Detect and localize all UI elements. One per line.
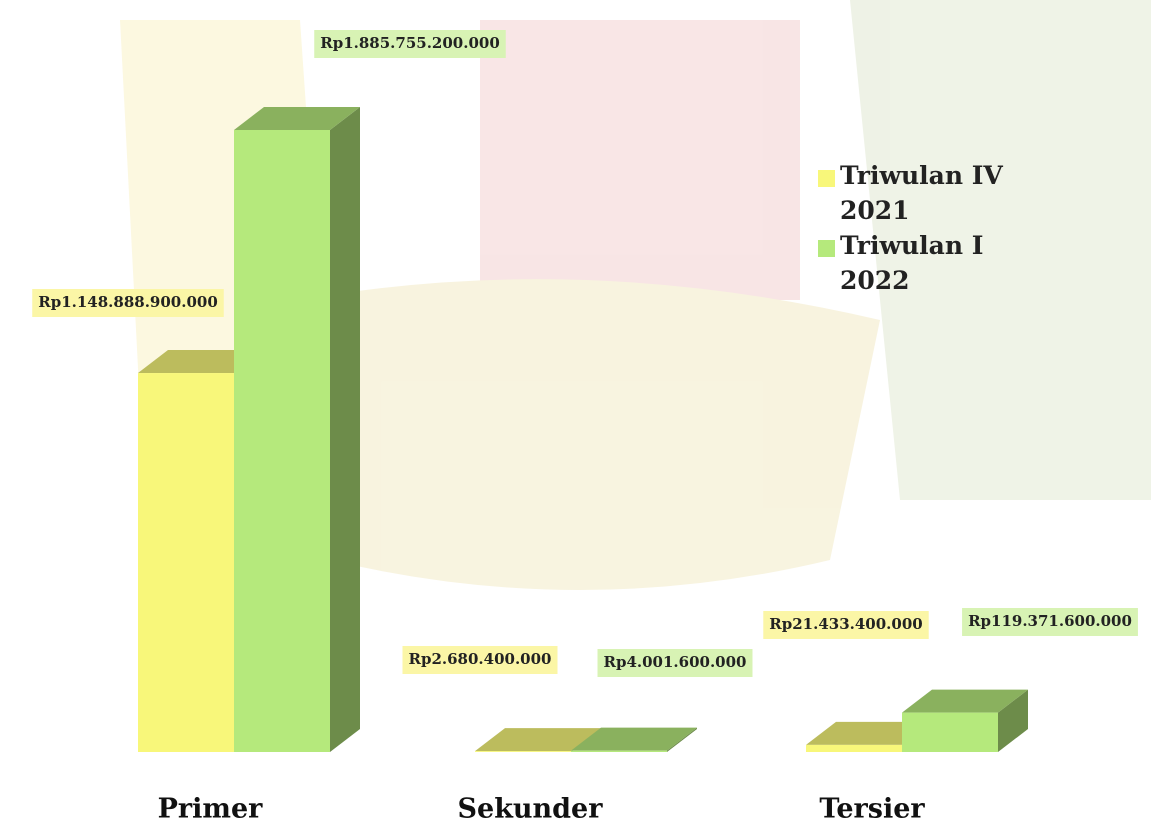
value-label: Rp1.885.755.200.000 — [320, 34, 500, 52]
bar-side — [330, 107, 360, 752]
legend-item: Triwulan IV 2021 — [818, 158, 1033, 228]
bar-front — [571, 751, 667, 752]
chart: Primer Rp1.148.888.900.000 Rp1.885.755.200… — [0, 0, 1151, 823]
bar-front — [806, 745, 902, 752]
value-label: Rp119.371.600.000 — [968, 612, 1132, 630]
legend-swatch — [818, 170, 835, 187]
value-label: Rp4.001.600.000 — [604, 653, 747, 671]
x-tick-label: Tersier — [819, 794, 925, 823]
legend-label: Triwulan I 2022 — [840, 231, 983, 295]
bar — [902, 690, 1028, 752]
legend-item: Triwulan I 2022 — [818, 228, 1033, 298]
page: Primer Rp1.148.888.900.000 Rp1.885.755.200… — [0, 0, 1151, 823]
bar-front — [902, 713, 998, 752]
bar-front — [475, 751, 571, 752]
x-tick-label: Primer — [158, 794, 264, 823]
value-label: Rp1.148.888.900.000 — [38, 293, 218, 311]
legend-swatch — [818, 240, 835, 257]
value-label: Rp21.433.400.000 — [769, 615, 922, 633]
bar-front — [138, 373, 234, 752]
x-tick-label: Sekunder — [458, 794, 604, 823]
bar — [234, 107, 360, 752]
legend-label: Triwulan IV 2021 — [840, 161, 1003, 225]
value-label: Rp2.680.400.000 — [409, 650, 552, 668]
bar-front — [234, 130, 330, 752]
